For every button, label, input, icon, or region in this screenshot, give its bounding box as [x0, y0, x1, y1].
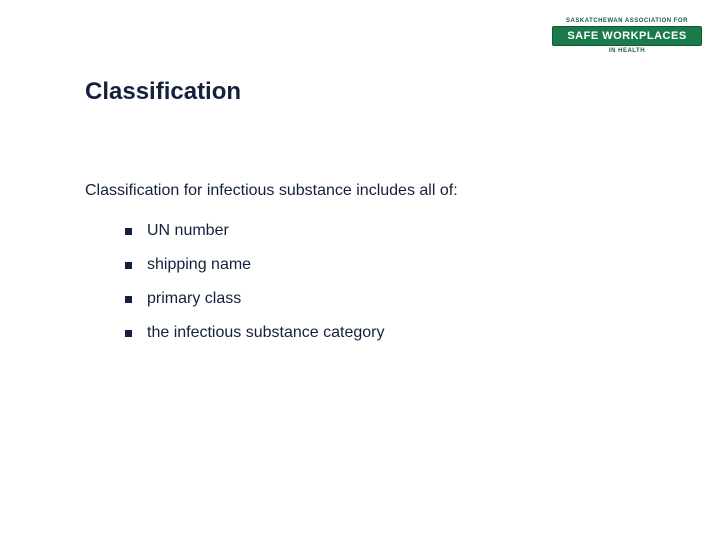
list-item: the infectious substance category [125, 324, 384, 342]
list-item: UN number [125, 222, 384, 240]
logo-bottom-text: IN HEALTH [552, 48, 702, 54]
logo: SASKATCHEWAN ASSOCIATION FOR SAFE WORKPL… [552, 18, 702, 54]
logo-top-text: SASKATCHEWAN ASSOCIATION FOR [552, 18, 702, 24]
list-item: primary class [125, 290, 384, 308]
bullet-list: UN number shipping name primary class th… [125, 222, 384, 358]
intro-text: Classification for infectious substance … [85, 182, 458, 200]
list-item: shipping name [125, 256, 384, 274]
logo-badge: SAFE WORKPLACES [552, 26, 702, 46]
page-title: Classification [85, 78, 241, 106]
